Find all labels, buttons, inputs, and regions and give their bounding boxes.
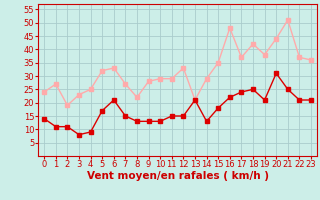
X-axis label: Vent moyen/en rafales ( km/h ): Vent moyen/en rafales ( km/h ) bbox=[87, 171, 268, 181]
